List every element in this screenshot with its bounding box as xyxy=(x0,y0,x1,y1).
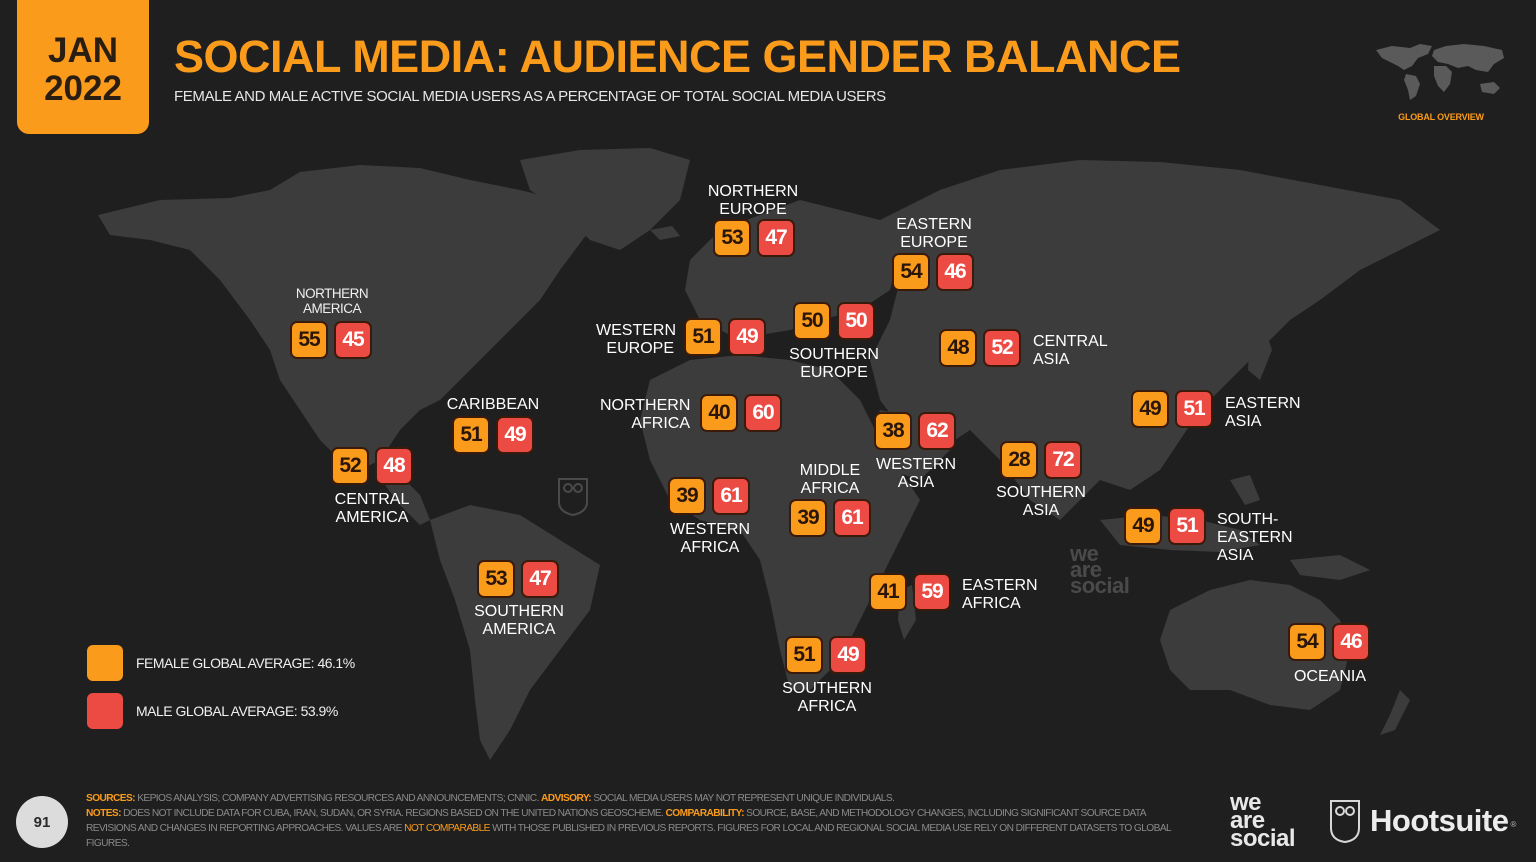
region-label-middle-africa: MIDDLE AFRICA xyxy=(799,462,861,497)
region-eastern-africa: 41 59 xyxy=(869,573,951,611)
region-northern-africa: 40 60 xyxy=(700,394,782,432)
male-value: 46 xyxy=(936,253,974,291)
region-label-northern-europe: NORTHERN EUROPE xyxy=(707,183,799,218)
female-value: 39 xyxy=(668,477,706,515)
region-southern-africa: 51 49 xyxy=(785,636,867,674)
region-western-africa: 39 61 xyxy=(668,477,750,515)
region-label-western-africa: WESTERN AFRICA xyxy=(670,521,750,556)
male-value: 62 xyxy=(918,412,956,450)
region-middle-africa: 39 61 xyxy=(789,499,871,537)
legend-female-label: FEMALE GLOBAL AVERAGE: 46.1% xyxy=(136,655,355,671)
female-value: 40 xyxy=(700,394,738,432)
region-label-south-eastern-asia: SOUTH-EASTERN ASIA xyxy=(1217,511,1293,564)
male-value: 52 xyxy=(983,329,1021,367)
region-label-southern-america: SOUTHERN AMERICA xyxy=(474,603,564,638)
region-label-southern-europe: SOUTHERN EUROPE xyxy=(789,346,879,381)
region-label-central-america: CENTRAL AMERICA xyxy=(334,491,410,526)
female-value: 53 xyxy=(477,560,515,598)
date-badge: JAN 2022 xyxy=(17,0,149,134)
male-value: 59 xyxy=(913,573,951,611)
male-value: 49 xyxy=(496,416,534,454)
page-number: 91 xyxy=(16,796,68,848)
date-year: 2022 xyxy=(44,68,122,108)
female-value: 49 xyxy=(1131,390,1169,428)
female-value: 54 xyxy=(1288,623,1326,661)
region-label-central-asia: CENTRAL ASIA xyxy=(1033,333,1108,368)
male-value: 50 xyxy=(837,302,875,340)
page-title: SOCIAL MEDIA: AUDIENCE GENDER BALANCE xyxy=(174,31,1181,82)
region-western-europe: 51 49 xyxy=(684,318,766,356)
male-value: 48 xyxy=(375,447,413,485)
region-label-southern-africa: SOUTHERN AFRICA xyxy=(782,680,872,715)
region-central-asia: 48 52 xyxy=(939,329,1021,367)
hootsuite-owl-icon xyxy=(1330,800,1360,844)
region-oceania: 54 46 xyxy=(1288,623,1370,661)
we-are-social-logo: we are social xyxy=(1230,789,1296,852)
female-value: 55 xyxy=(290,321,328,359)
male-swatch xyxy=(87,693,123,729)
region-label-eastern-asia: EASTERN ASIA xyxy=(1225,395,1301,430)
female-value: 51 xyxy=(452,416,490,454)
female-value: 41 xyxy=(869,573,907,611)
male-value: 61 xyxy=(833,499,871,537)
female-value: 50 xyxy=(793,302,831,340)
male-value: 47 xyxy=(757,219,795,257)
we-are-social-watermark: we are social xyxy=(1070,541,1130,598)
region-western-asia: 38 62 xyxy=(874,412,956,450)
female-value: 54 xyxy=(892,253,930,291)
date-month: JAN xyxy=(47,30,119,70)
region-label-northern-africa: NORTHERN AFRICA xyxy=(600,397,691,432)
region-label-oceania: OCEANIA xyxy=(1293,668,1366,685)
male-value: 61 xyxy=(712,477,750,515)
female-value: 51 xyxy=(785,636,823,674)
region-eastern-europe: 54 46 xyxy=(892,253,974,291)
female-swatch xyxy=(87,645,123,681)
hootsuite-logo: Hootsuite ® xyxy=(1328,798,1516,844)
legend-male-label: MALE GLOBAL AVERAGE: 53.9% xyxy=(136,703,338,719)
male-value: 49 xyxy=(829,636,867,674)
page-subtitle: FEMALE AND MALE ACTIVE SOCIAL MEDIA USER… xyxy=(174,88,886,105)
male-value: 51 xyxy=(1175,390,1213,428)
region-eastern-asia: 49 51 xyxy=(1131,390,1213,428)
region-northern-america: 55 45 xyxy=(290,321,372,359)
male-value: 45 xyxy=(334,321,372,359)
global-overview-map-icon xyxy=(1376,44,1504,100)
region-label-southern-asia: SOUTHERN ASIA xyxy=(996,484,1086,519)
region-southern-asia: 28 72 xyxy=(1000,441,1082,479)
region-caribbean: 51 49 xyxy=(452,416,534,454)
region-label-eastern-europe: EASTERN EUROPE xyxy=(896,216,972,251)
region-northern-europe: 53 47 xyxy=(713,219,795,257)
male-value: 60 xyxy=(744,394,782,432)
region-south-eastern-asia: 49 51 xyxy=(1124,507,1206,545)
region-label-western-asia: WESTERN ASIA xyxy=(876,456,956,491)
male-value: 51 xyxy=(1168,507,1206,545)
male-value: 49 xyxy=(728,318,766,356)
hootsuite-owl-watermark-icon xyxy=(558,478,588,516)
female-value: 39 xyxy=(789,499,827,537)
legend: FEMALE GLOBAL AVERAGE: 46.1% MALE GLOBAL… xyxy=(87,645,355,741)
region-label-western-europe: WESTERN EUROPE xyxy=(596,322,676,357)
female-value: 49 xyxy=(1124,507,1162,545)
region-label-caribbean: CARIBBEAN xyxy=(446,396,540,413)
footer-notes: SOURCES: KEPIOS ANALYSIS; COMPANY ADVERT… xyxy=(86,793,1171,849)
female-value: 28 xyxy=(1000,441,1038,479)
legend-male: MALE GLOBAL AVERAGE: 53.9% xyxy=(87,693,355,729)
region-central-america: 52 48 xyxy=(331,447,413,485)
female-value: 51 xyxy=(684,318,722,356)
male-value: 72 xyxy=(1044,441,1082,479)
region-southern-america: 53 47 xyxy=(477,560,559,598)
section-label: GLOBAL OVERVIEW xyxy=(1398,112,1484,122)
region-label-eastern-africa: EASTERN AFRICA xyxy=(962,577,1038,612)
female-value: 48 xyxy=(939,329,977,367)
female-value: 53 xyxy=(713,219,751,257)
male-value: 47 xyxy=(521,560,559,598)
female-value: 52 xyxy=(331,447,369,485)
male-value: 46 xyxy=(1332,623,1370,661)
legend-female: FEMALE GLOBAL AVERAGE: 46.1% xyxy=(87,645,355,681)
region-southern-europe: 50 50 xyxy=(793,302,875,340)
female-value: 38 xyxy=(874,412,912,450)
